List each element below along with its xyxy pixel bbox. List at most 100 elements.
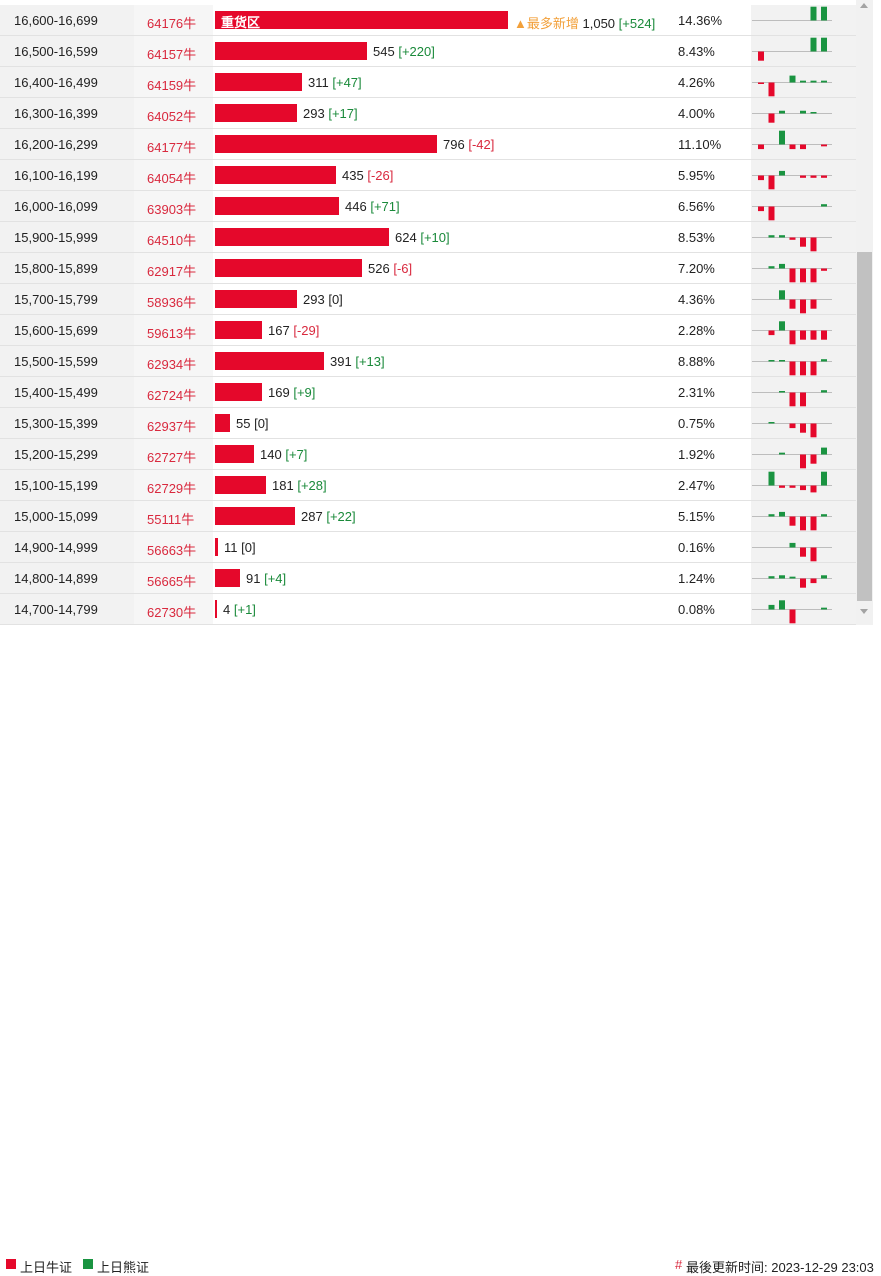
sparkline-bar [810, 516, 817, 531]
volume-value: 181 [+28] [272, 478, 327, 493]
sparkline-bar [789, 485, 796, 488]
sparkline-bar [768, 604, 775, 610]
daily-change-sparkline [752, 390, 832, 407]
sparkline-bar [821, 607, 827, 610]
share-percent: 1.24% [678, 571, 715, 586]
warrant-code-link[interactable]: 64176牛 [147, 16, 197, 31]
share-percent: 14.36% [678, 13, 723, 28]
table-row: 16,600-16,699 64176牛 重货区 ▲最多新增 1,050 [+524]… [0, 5, 856, 36]
sparkline-bar [821, 6, 827, 21]
warrant-code-link[interactable]: 64177牛 [147, 140, 197, 155]
sparkline-bar [768, 360, 775, 362]
sparkline-bar [800, 454, 806, 469]
warrant-code-link[interactable]: 64510牛 [147, 233, 197, 248]
daily-change-sparkline [752, 290, 832, 314]
volume-change: [+22] [326, 509, 356, 524]
volume-bar [215, 259, 362, 277]
cell-bg [134, 5, 213, 35]
sparkline-bar [821, 268, 827, 271]
cell-bg [213, 532, 751, 562]
warrant-code-link[interactable]: 55111牛 [147, 512, 195, 527]
warrant-code-link[interactable]: 64054牛 [147, 171, 197, 186]
cell-bg [134, 563, 213, 593]
warrant-code-link[interactable]: 58936牛 [147, 295, 197, 310]
table-row: 15,400-15,499 62724牛 169 [+9] 2.31% [0, 377, 856, 408]
share-percent: 2.28% [678, 323, 715, 338]
scrollbar-thumb[interactable] [857, 252, 872, 601]
table-row: 14,700-14,799 62730牛 4 [+1] 0.08% [0, 594, 856, 625]
cell-bg [134, 408, 213, 438]
volume-number: 167 [268, 323, 290, 338]
cell-bg [0, 253, 134, 283]
warrant-code-link[interactable]: 64157牛 [147, 47, 197, 62]
sparkline-bar [810, 299, 817, 309]
cell-bg [0, 532, 134, 562]
scroll-up-arrow-icon[interactable] [860, 3, 868, 8]
warrant-code-link[interactable]: 62937牛 [147, 419, 197, 434]
volume-value: 169 [+9] [268, 385, 315, 400]
sparkline-bar [789, 75, 796, 83]
warrant-code-link[interactable]: 62730牛 [147, 605, 197, 620]
sparkline-bar [800, 547, 806, 557]
share-percent: 11.10% [678, 137, 722, 152]
sparkline-bar [768, 471, 775, 486]
volume-value: 435 [-26] [342, 168, 393, 183]
volume-number: 4 [223, 602, 231, 617]
last-update-time: 最後更新时间: 2023-12-29 23:03 [686, 1260, 874, 1275]
footer: 上日牛证 上日熊证 # 最後更新时间: 2023-12-29 23:03 [0, 625, 881, 1275]
daily-change-sparkline [752, 359, 832, 376]
share-percent: 2.31% [678, 385, 715, 400]
volume-bar [215, 228, 389, 246]
volume-value: 311 [+47] [308, 75, 362, 90]
sparkline-bar [758, 175, 764, 181]
warrant-code-link[interactable]: 62727牛 [147, 450, 197, 465]
daily-change-sparkline [752, 75, 832, 97]
daily-change-sparkline [752, 110, 832, 123]
volume-value: 391 [+13] [330, 354, 385, 369]
sparkline-bar [789, 576, 796, 579]
most-added-flag: ▲最多新增 [514, 16, 579, 31]
warrant-code-link[interactable]: 62934牛 [147, 357, 197, 372]
share-percent: 2.47% [678, 478, 715, 493]
daily-change-sparkline [752, 422, 832, 438]
sparkline-bar [810, 485, 817, 493]
sparkline-bar [779, 321, 785, 331]
warrant-code-link[interactable]: 56663牛 [147, 543, 197, 558]
cell-bg [0, 67, 134, 97]
warrant-code-link[interactable]: 64052牛 [147, 109, 197, 124]
sparkline-bar [779, 575, 785, 579]
daily-change-sparkline [752, 471, 832, 493]
volume-change: [0] [328, 292, 343, 307]
cell-bg [134, 470, 213, 500]
table-row: 15,100-15,199 62729牛 181 [+28] 2.47% [0, 470, 856, 501]
sparkline-bar [800, 80, 806, 83]
sparkline-bar [810, 37, 817, 52]
volume-value: 287 [+22] [301, 509, 356, 524]
sparkline-bar [810, 454, 817, 464]
warrant-code-link[interactable]: 62729牛 [147, 481, 197, 496]
sparkline-bar [800, 144, 806, 150]
volume-number: 391 [330, 354, 352, 369]
table-row: 15,500-15,599 62934牛 391 [+13] 8.88% [0, 346, 856, 377]
sparkline-bar [779, 130, 785, 145]
volume-change: [0] [241, 540, 256, 555]
sparkline-bar [810, 112, 817, 114]
sparkline-bar [810, 361, 817, 376]
sparkline-bar [758, 206, 764, 212]
warrant-code-link[interactable]: 63903牛 [147, 202, 197, 217]
warrant-code-link[interactable]: 59613牛 [147, 326, 197, 341]
warrant-code-link[interactable]: 56665牛 [147, 574, 197, 589]
volume-bar: 重货区 [215, 11, 508, 30]
bear-legend-label: 上日熊证 [97, 1260, 150, 1275]
cell-bg [134, 67, 213, 97]
price-range: 15,900-15,999 [14, 230, 98, 245]
volume-number: 545 [373, 44, 395, 59]
table-row: 16,000-16,099 63903牛 446 [+71] 6.56% [0, 191, 856, 222]
warrant-code-link[interactable]: 62724牛 [147, 388, 197, 403]
scroll-down-arrow-icon[interactable] [860, 609, 868, 614]
sparkline-bar [821, 471, 827, 486]
vertical-scrollbar[interactable] [856, 0, 873, 625]
warrant-code-link[interactable]: 62917牛 [147, 264, 197, 279]
warrant-code-link[interactable]: 64159牛 [147, 78, 197, 93]
share-percent: 4.00% [678, 106, 715, 121]
